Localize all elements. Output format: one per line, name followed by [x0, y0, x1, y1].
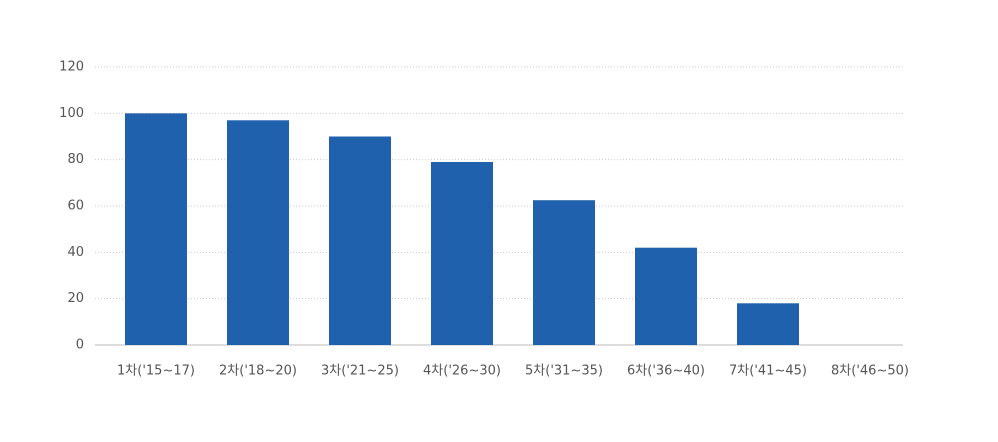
bar	[227, 120, 289, 346]
y-tick-label: 20	[67, 291, 84, 306]
y-tick-label: 60	[67, 199, 84, 214]
x-tick-label: 2차('18~20)	[219, 364, 297, 379]
bar	[329, 136, 391, 345]
bar	[737, 303, 799, 345]
x-tick-label: 3차('21~25)	[321, 364, 399, 379]
y-tick-label: 120	[59, 60, 84, 75]
y-tick-label: 0	[76, 338, 84, 353]
y-tick-label: 80	[67, 152, 84, 167]
y-tick-label: 100	[59, 106, 84, 121]
x-tick-label: 8차('46~50)	[831, 364, 909, 379]
x-tick-label: 1차('15~17)	[117, 364, 195, 379]
bar	[431, 161, 493, 345]
y-tick-label: 40	[67, 245, 84, 260]
x-tick-label: 4차('26~30)	[423, 364, 501, 379]
x-tick-label: 7차('41~45)	[729, 364, 807, 379]
x-tick-label: 6차('36~40)	[627, 364, 705, 379]
x-tick-label: 5차('31~35)	[525, 364, 603, 379]
bar	[125, 113, 187, 345]
bar	[533, 200, 595, 345]
bar	[635, 247, 697, 345]
